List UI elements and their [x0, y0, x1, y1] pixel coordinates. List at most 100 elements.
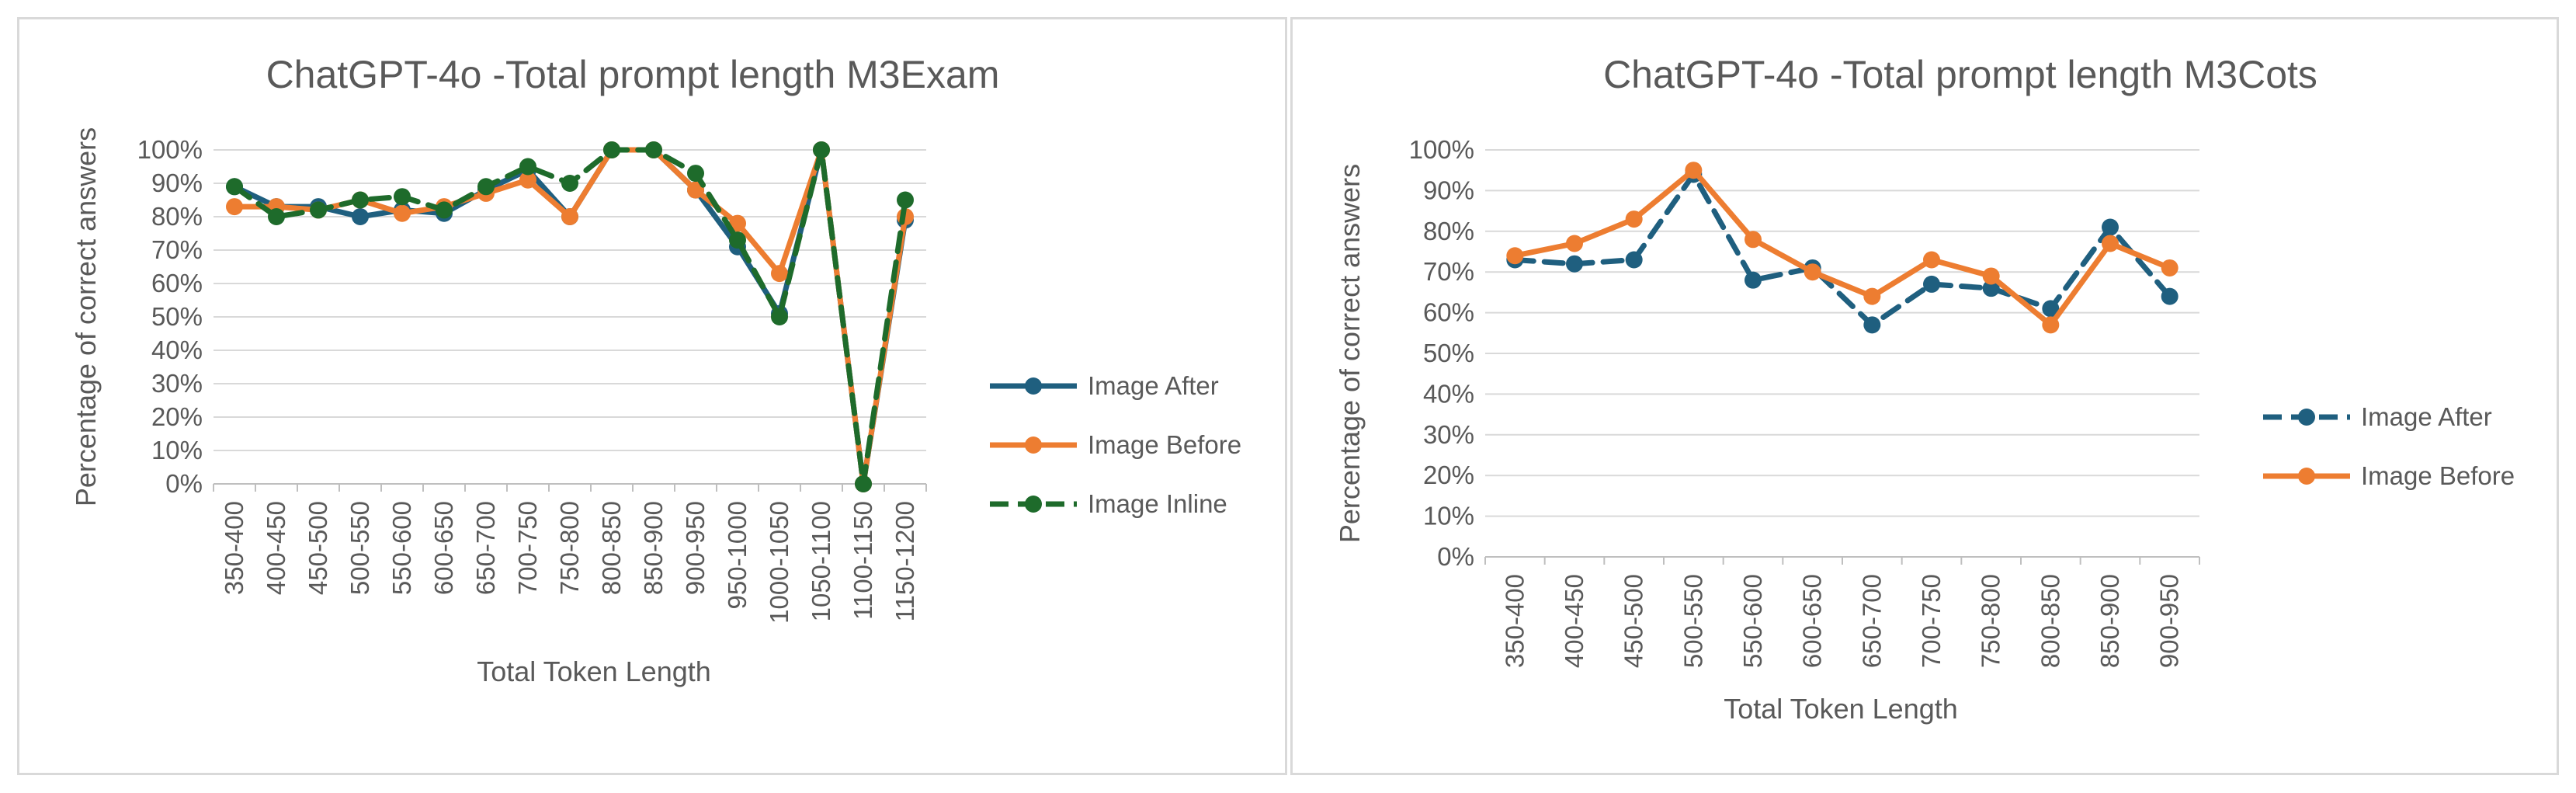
series-line: [1512, 171, 2173, 328]
legend-marker: [1025, 496, 1042, 513]
legend-label: Image Before: [2361, 461, 2515, 490]
data-point: [1923, 275, 1940, 293]
data-point: [268, 208, 285, 225]
y-tick-label: 30%: [151, 369, 203, 398]
x-tick-label: 450-500: [304, 501, 332, 595]
data-point: [394, 188, 411, 206]
data-point: [729, 231, 746, 249]
data-point: [1863, 287, 1881, 305]
legend-label: Image After: [2361, 402, 2492, 431]
x-tick-label: 550-600: [387, 501, 416, 595]
x-tick-label: 850-900: [639, 501, 668, 595]
data-point: [310, 201, 327, 219]
gridlines: [1485, 149, 2199, 558]
chart-panel-m3exam: ChatGPT-4o -Total prompt length M3Exam P…: [17, 17, 1287, 775]
data-point: [226, 198, 243, 216]
x-tick-label: 700-750: [513, 501, 542, 595]
data-point: [394, 204, 411, 222]
legend-entry: Image After: [990, 371, 1219, 400]
y-tick-label: 50%: [151, 302, 203, 331]
data-point: [1982, 267, 2000, 285]
x-tick-label: 350-400: [1500, 574, 1529, 668]
x-tick-label: 500-550: [1679, 574, 1707, 668]
y-tick-label: 70%: [1423, 257, 1474, 286]
y-tick-label: 0%: [165, 469, 203, 498]
data-point: [855, 475, 872, 492]
data-point: [603, 141, 620, 158]
legend-label: Image After: [1088, 371, 1219, 400]
data-point: [645, 141, 662, 158]
x-tick-label: 650-700: [1857, 574, 1886, 668]
x-tick-label: 400-450: [1560, 574, 1588, 668]
data-point: [687, 165, 704, 183]
legend-entry: Image Inline: [990, 489, 1227, 518]
data-point: [1685, 162, 1703, 179]
y-tick-label: 40%: [151, 336, 203, 364]
x-tick-label: 900-950: [2155, 574, 2184, 668]
data-point: [1745, 231, 1762, 249]
x-tick-label: 950-1000: [723, 501, 752, 609]
data-point: [1566, 255, 1583, 273]
data-point: [477, 178, 495, 196]
data-point: [1625, 210, 1643, 228]
x-tick-label: 650-700: [471, 501, 500, 595]
chart-panel-m3cots: ChatGPT-4o -Total prompt length M3Cots P…: [1290, 17, 2559, 775]
series-image-inline: [226, 141, 914, 492]
x-tick-label: 450-500: [1620, 574, 1648, 668]
data-point: [2042, 300, 2060, 318]
legend-marker: [1025, 377, 1042, 395]
data-point: [2161, 259, 2178, 277]
data-point: [813, 141, 830, 158]
x-tick-label: 550-600: [1738, 574, 1767, 668]
x-tick-label: 1150-1200: [890, 501, 919, 621]
y-tick-label: 20%: [151, 402, 203, 431]
legend-entry: Image Before: [990, 430, 1241, 459]
y-tick-label: 90%: [1423, 176, 1474, 204]
series-image-before: [1506, 162, 2178, 334]
data-point: [352, 208, 369, 225]
y-tick-label: 100%: [1409, 135, 1474, 164]
x-tick-label: 400-450: [262, 501, 290, 595]
data-point: [519, 158, 536, 176]
data-point: [2042, 316, 2060, 334]
y-axis-label: Percentage of correct answers: [1334, 164, 1366, 543]
legend-marker: [1025, 436, 1042, 454]
x-tick-label: 1100-1150: [849, 501, 877, 620]
y-tick-label: 40%: [1423, 379, 1474, 408]
x-tick-label: 500-550: [345, 501, 374, 595]
legend-entry: Image After: [2263, 402, 2492, 431]
y-tick-label: 60%: [151, 269, 203, 297]
x-axis-label: Total Token Length: [1724, 693, 1958, 725]
legend-marker: [2298, 468, 2315, 485]
y-tick-label: 20%: [1423, 461, 1474, 489]
data-point: [1566, 235, 1583, 252]
chart-m3cots: ChatGPT-4o -Total prompt length M3Cots P…: [1334, 53, 2515, 725]
chart-title: ChatGPT-4o -Total prompt length M3Cots: [1603, 53, 2317, 96]
x-tick-label: 600-650: [1798, 574, 1827, 668]
y-tick-label: 90%: [151, 169, 203, 197]
data-point: [1923, 251, 1940, 269]
y-axis-label: Percentage of correct answers: [70, 127, 102, 506]
y-tick-label: 70%: [151, 235, 203, 264]
data-point: [561, 208, 578, 225]
data-point: [897, 191, 914, 209]
x-tick-label: 700-750: [1917, 574, 1946, 668]
data-point: [771, 265, 788, 283]
y-tick-label: 30%: [1423, 420, 1474, 449]
series-line: [1512, 167, 2173, 328]
y-tick-label: 50%: [1423, 339, 1474, 367]
data-point: [687, 181, 704, 199]
data-point: [1745, 271, 1762, 289]
x-axis-label: Total Token Length: [477, 656, 711, 687]
data-point: [561, 175, 578, 192]
legend-entry: Image Before: [2263, 461, 2515, 490]
legend-label: Image Before: [1088, 430, 1241, 459]
x-tick-label: 800-850: [597, 501, 626, 595]
y-tick-label: 0%: [1437, 542, 1474, 571]
data-point: [729, 214, 746, 232]
y-tick-label: 80%: [151, 202, 203, 231]
y-tick-label: 100%: [137, 135, 203, 164]
data-point: [1625, 251, 1643, 269]
chart-title: ChatGPT-4o -Total prompt length M3Exam: [266, 53, 1000, 96]
x-tick-label: 900-950: [681, 501, 710, 595]
